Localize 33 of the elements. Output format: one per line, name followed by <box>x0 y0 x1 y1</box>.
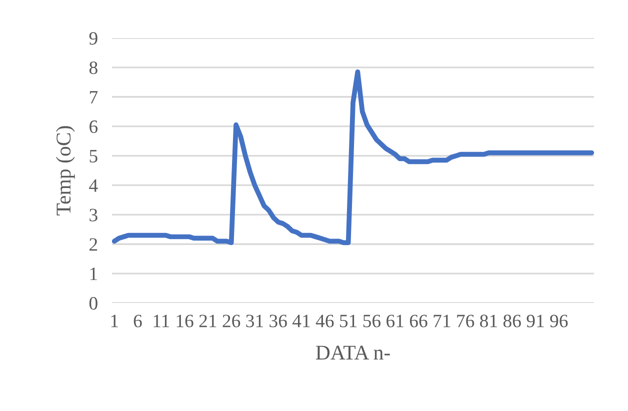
x-tick-label: 11 <box>154 314 170 328</box>
x-tick-label: 61 <box>386 314 404 328</box>
x-tick-label: 96 <box>550 314 568 328</box>
x-tick-label: 76 <box>457 314 474 328</box>
x-tick-label: 71 <box>434 314 450 328</box>
x-tick-label: 56 <box>363 314 381 328</box>
y-tick-label: 4 <box>89 179 98 192</box>
x-tick-label: 6 <box>134 314 142 328</box>
y-tick-label: 8 <box>89 61 98 74</box>
y-tick-label: 1 <box>90 268 97 280</box>
y-tick-label: 2 <box>90 238 98 251</box>
x-tick-label: 81 <box>480 314 497 328</box>
x-tick-label: 51 <box>340 314 357 328</box>
x-tick-label: 21 <box>199 314 216 328</box>
x-tick-label: 86 <box>503 314 521 328</box>
x-tick-label: 91 <box>526 314 544 328</box>
y-axis-title: Temp (oC) <box>56 126 75 216</box>
x-tick-label: 31 <box>246 314 263 328</box>
y-tick-label: 5 <box>90 150 98 162</box>
x-tick-label: 46 <box>316 314 334 328</box>
y-tick-label: 7 <box>90 91 98 104</box>
x-axis-title: DATA n- <box>316 346 390 360</box>
x-tick-label: 26 <box>222 314 240 328</box>
y-tick-label: 3 <box>90 208 98 222</box>
x-tick-label: 1 <box>111 314 118 328</box>
x-tick-label: 36 <box>270 314 287 328</box>
x-tick-label: 41 <box>292 314 310 328</box>
x-tick-label: 16 <box>176 314 194 328</box>
y-tick-label: 9 <box>89 32 98 45</box>
line-series <box>112 69 594 246</box>
y-tick-label: 0 <box>89 297 98 310</box>
x-tick-label: 66 <box>410 314 428 328</box>
y-tick-label: 6 <box>90 120 98 134</box>
